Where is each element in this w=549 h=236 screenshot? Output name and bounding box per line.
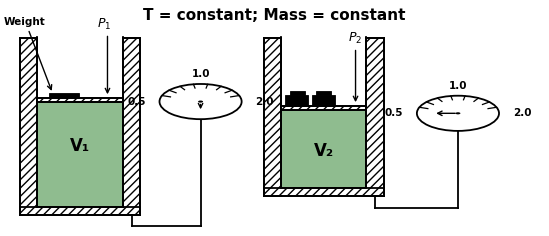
Bar <box>367 38 384 196</box>
Bar <box>281 106 367 110</box>
Bar <box>37 98 123 102</box>
Text: V₂: V₂ <box>313 142 334 160</box>
Bar <box>289 91 305 95</box>
Text: V₁: V₁ <box>70 137 90 155</box>
Circle shape <box>417 96 499 131</box>
Bar <box>316 91 331 95</box>
Bar <box>20 38 37 215</box>
Circle shape <box>198 101 203 103</box>
Bar <box>285 95 308 106</box>
Bar <box>312 95 335 106</box>
Text: Weight: Weight <box>3 17 45 27</box>
Bar <box>264 188 384 196</box>
Text: 0.5: 0.5 <box>127 97 146 107</box>
Text: 2.0: 2.0 <box>255 97 274 107</box>
Bar <box>37 102 123 207</box>
Text: 0.5: 0.5 <box>385 108 403 118</box>
Text: 2.0: 2.0 <box>513 108 531 118</box>
Text: $P_2$: $P_2$ <box>349 31 362 46</box>
Circle shape <box>160 84 242 119</box>
Bar <box>281 110 367 188</box>
Bar <box>264 38 281 196</box>
Text: T = constant; Mass = constant: T = constant; Mass = constant <box>143 8 406 23</box>
Circle shape <box>456 112 461 114</box>
Text: 1.0: 1.0 <box>449 81 467 91</box>
Bar <box>123 38 141 215</box>
Bar <box>20 207 141 215</box>
Text: 1.0: 1.0 <box>191 69 210 79</box>
Bar <box>49 93 79 98</box>
Text: $P_1$: $P_1$ <box>97 17 111 32</box>
